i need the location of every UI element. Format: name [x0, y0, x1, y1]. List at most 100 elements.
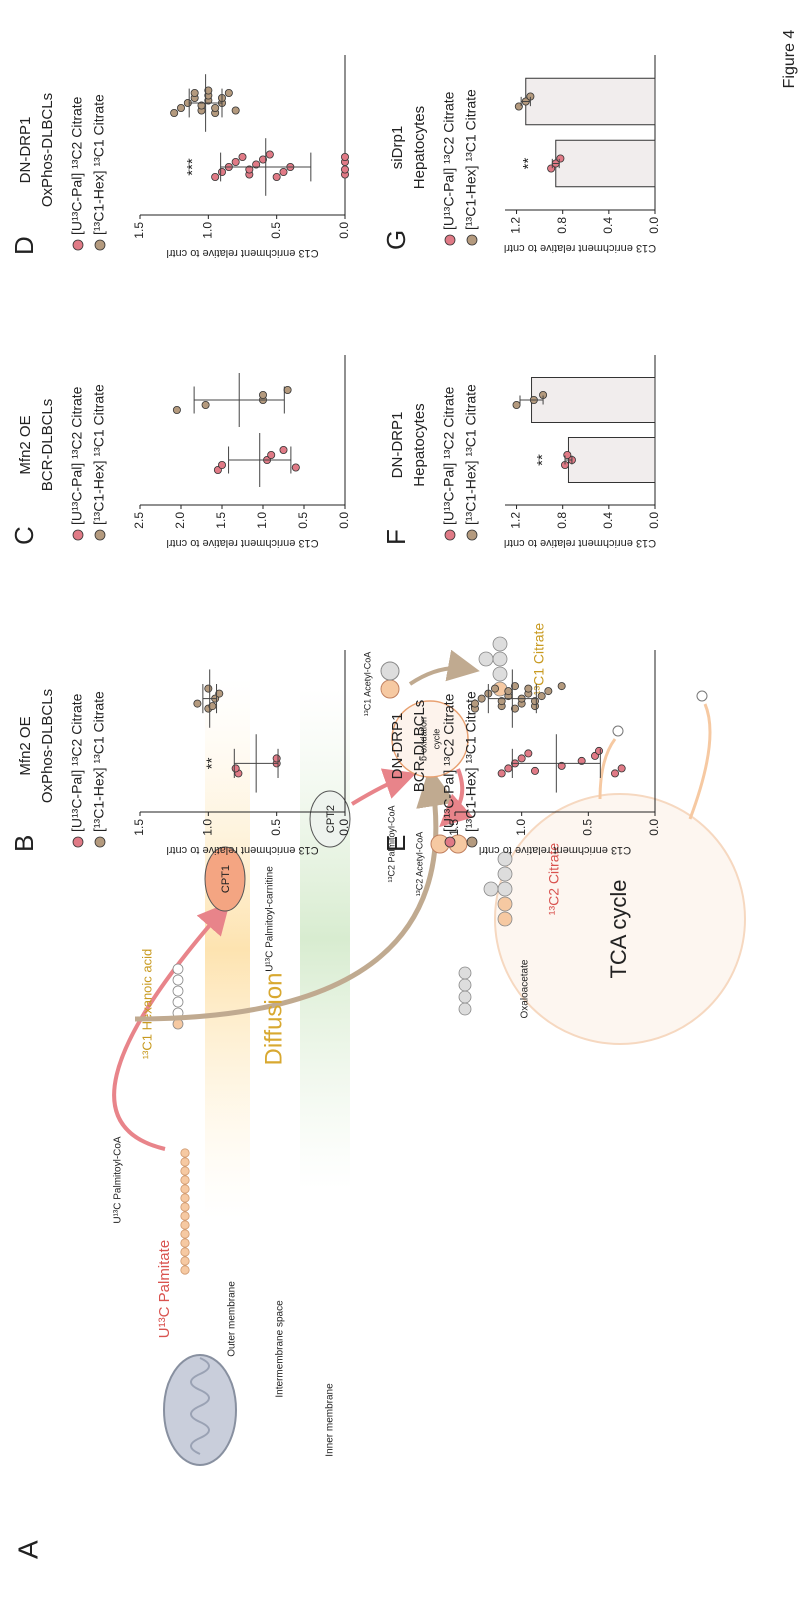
cpt2-label: CPT2 [325, 805, 337, 833]
data-point [292, 464, 299, 471]
mitochondrion [164, 1355, 236, 1465]
data-point [177, 104, 184, 111]
chart-title: OxPhos-DLBCLs [39, 689, 56, 803]
y-tick-label: 0.0 [337, 819, 351, 836]
y-tick-label: 0.8 [555, 217, 569, 234]
c1-acetyl-coa-label: ¹³C1 Acetyl-CoA [362, 652, 372, 717]
y-tick-label: 0.0 [337, 222, 351, 239]
c2-acetyl-coa-label: ¹³C2 Acetyl-CoA [414, 832, 424, 897]
legend-marker [95, 240, 105, 250]
y-tick-label: 1.0 [201, 819, 215, 836]
y-tick-label: 1.2 [509, 217, 523, 234]
inner-membrane-band [300, 689, 350, 1189]
legend-marker [445, 530, 455, 540]
data-point [341, 166, 348, 173]
y-tick-label: 1.0 [514, 819, 528, 836]
figure-label: Figure 4 [781, 30, 798, 89]
y-tick-label: 0.0 [647, 217, 661, 234]
molecule [381, 662, 399, 680]
y-tick-label: 0.8 [555, 512, 569, 529]
hexanoic-label: ¹³C1 Hexanoic acid [139, 949, 154, 1060]
outer-membrane-label: Outer membrane [227, 1281, 238, 1357]
data-point [525, 685, 532, 692]
palmitoyl-coa-label: U¹³C Palmitoyl-CoA [113, 1136, 124, 1224]
bar [556, 140, 655, 187]
data-point [545, 687, 552, 694]
panel-label: C [9, 526, 39, 545]
legend-label: [U¹³C-Pal] ¹³C2 Citrate [441, 386, 457, 525]
y-tick-label: 1.5 [132, 819, 146, 836]
data-point [611, 770, 618, 777]
y-axis-title: C13 enrichment relative to cntrl [479, 844, 631, 856]
y-axis-title: C13 enrichment relative to cntrl [166, 844, 318, 856]
y-axis-title: C13 enrichment relative to cntrl [166, 247, 318, 259]
legend-label: [¹³C1-Hex] ¹³C1 Citrate [463, 384, 479, 525]
panel-label: E [381, 835, 411, 852]
legend-label: [U¹³C-Pal] ¹³C2 Citrate [69, 693, 85, 832]
y-tick-label: 0.5 [269, 819, 283, 836]
y-tick-label: 2.5 [132, 512, 146, 529]
y-tick-label: 0.5 [296, 512, 310, 529]
legend-label: [U¹³C-Pal] ¹³C2 Citrate [441, 693, 457, 832]
inner-membrane-label: Inner membrane [325, 1383, 336, 1457]
chart-title: Hepatocytes [411, 106, 428, 189]
data-point [273, 755, 280, 762]
y-tick-label: 0.0 [337, 512, 351, 529]
arrow [352, 777, 405, 804]
chart-title: Mfn2 OE [17, 415, 34, 474]
data-point [268, 451, 275, 458]
landscape-figure: Figure 4 A U¹³C Palmitate Outer membrane… [9, 30, 798, 1559]
chart-title: DN-DRP1 [17, 117, 34, 184]
legend-marker [73, 530, 83, 540]
data-point [341, 153, 348, 160]
bar [568, 438, 655, 483]
data-point [232, 158, 239, 165]
data-point [202, 401, 209, 408]
data-point [525, 750, 532, 757]
data-point [212, 104, 219, 111]
chart-title: siDrp1 [389, 126, 406, 169]
legend-marker [95, 837, 105, 847]
legend-label: [¹³C1-Hex] ¹³C1 Citrate [463, 89, 479, 230]
arrow [410, 668, 468, 684]
chart-title: Hepatocytes [411, 403, 428, 486]
legend-marker [95, 530, 105, 540]
y-tick-label: 1.5 [447, 819, 461, 836]
intermembrane-label: Intermembrane space [275, 1300, 286, 1398]
legend-label: [¹³C1-Hex] ¹³C1 Citrate [91, 691, 107, 832]
y-tick-label: 0.5 [269, 222, 283, 239]
y-tick-label: 1.5 [132, 222, 146, 239]
arrow [690, 704, 710, 819]
data-point [513, 401, 520, 408]
legend-marker [467, 235, 477, 245]
y-tick-label: 0.5 [581, 819, 595, 836]
y-tick-label: 1.2 [509, 512, 523, 529]
data-point [284, 386, 291, 393]
molecule [381, 680, 399, 698]
y-axis-title: C13 enrichment relative to cntrl [504, 537, 656, 549]
legend-label: [¹³C1-Hex] ¹³C1 Citrate [91, 94, 107, 235]
data-point [478, 695, 485, 702]
data-point [280, 168, 287, 175]
y-tick-label: 0.4 [601, 512, 615, 529]
chart-title: DN-DRP1 [389, 412, 406, 479]
y-tick-label: 1.0 [201, 222, 215, 239]
data-point [171, 109, 178, 116]
y-tick-label: 2.0 [173, 512, 187, 529]
panel-label: F [381, 529, 411, 545]
co2 [697, 691, 707, 701]
data-point [232, 765, 239, 772]
y-tick-label: 1.5 [214, 512, 228, 529]
panel-label: D [9, 236, 39, 255]
data-point [173, 406, 180, 413]
data-point [518, 755, 525, 762]
chart-title: BCR-DLBCLs [39, 399, 56, 492]
legend-marker [445, 235, 455, 245]
data-point [618, 765, 625, 772]
legend-marker [73, 837, 83, 847]
data-point [218, 168, 225, 175]
legend-label: [¹³C1-Hex] ¹³C1 Citrate [91, 384, 107, 525]
data-point [225, 89, 232, 96]
palmitate-label: U¹³C Palmitate [156, 1240, 173, 1338]
data-point [491, 685, 498, 692]
